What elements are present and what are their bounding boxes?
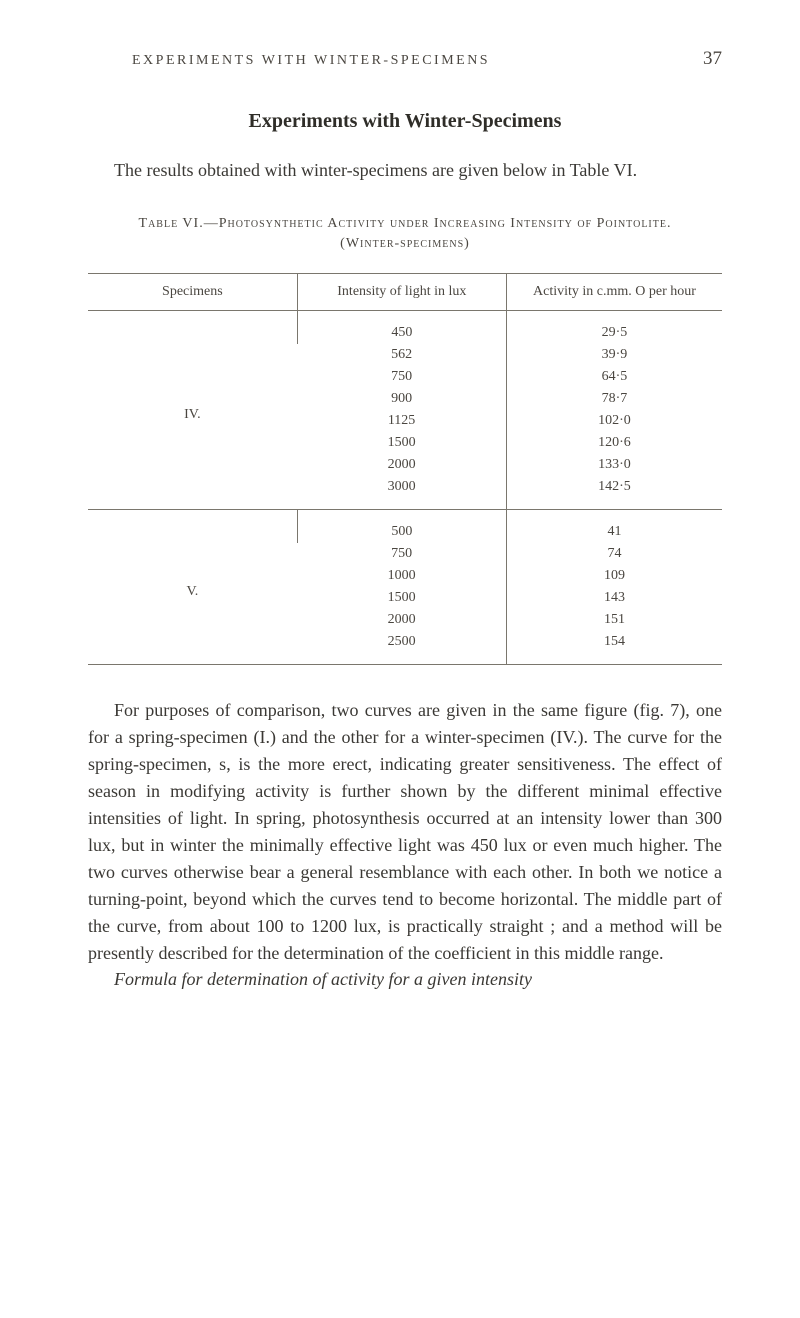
table-cell: 750 — [297, 543, 506, 565]
specimen-cell: IV. — [88, 310, 297, 509]
table-cell: 1500 — [297, 432, 506, 454]
page-number: 37 — [703, 48, 722, 70]
table-cell: 78·7 — [506, 388, 722, 410]
main-paragraph: For purposes of comparison, two curves a… — [88, 697, 722, 967]
table-cell: 29·5 — [506, 310, 722, 344]
table-cell: 64·5 — [506, 366, 722, 388]
table-caption: Table VI.—Photosynthetic Activity under … — [118, 214, 692, 255]
table-cell: 109 — [506, 565, 722, 587]
column-header-specimens: Specimens — [88, 273, 297, 310]
table-cell: 2000 — [297, 454, 506, 476]
table-cell: 450 — [297, 310, 506, 344]
table-cell: 562 — [297, 344, 506, 366]
table-cell: 1000 — [297, 565, 506, 587]
table-cell: 154 — [506, 631, 722, 665]
table-cell: 3000 — [297, 476, 506, 510]
table-cell: 2500 — [297, 631, 506, 665]
page-header: EXPERIMENTS WITH WINTER-SPECIMENS 37 — [88, 48, 722, 70]
specimen-cell: V. — [88, 509, 297, 664]
section-title: Experiments with Winter-Specimens — [88, 110, 722, 133]
table-cell: 120·6 — [506, 432, 722, 454]
table-group-v: V. 500 41 750 74 1000 109 1500 143 2000 … — [88, 509, 722, 664]
data-table: Specimens Intensity of light in lux Acti… — [88, 273, 722, 665]
table-cell: 900 — [297, 388, 506, 410]
table-group-iv: IV. 450 29·5 562 39·9 750 64·5 900 78·7 … — [88, 310, 722, 509]
table-row: V. 500 41 — [88, 509, 722, 543]
table-cell: 39·9 — [506, 344, 722, 366]
table-cell: 500 — [297, 509, 506, 543]
formula-line: Formula for determination of activity fo… — [88, 969, 722, 990]
table-cell: 750 — [297, 366, 506, 388]
column-header-intensity: Intensity of light in lux — [297, 273, 506, 310]
column-header-activity: Activity in c.mm. O per hour — [506, 273, 722, 310]
table-cell: 1500 — [297, 587, 506, 609]
table-cell: 2000 — [297, 609, 506, 631]
table-cell: 1125 — [297, 410, 506, 432]
table-cell: 102·0 — [506, 410, 722, 432]
table-cell: 151 — [506, 609, 722, 631]
table-cell: 74 — [506, 543, 722, 565]
running-head: EXPERIMENTS WITH WINTER-SPECIMENS — [132, 53, 490, 69]
table-cell: 133·0 — [506, 454, 722, 476]
table-cell: 143 — [506, 587, 722, 609]
table-wrapper: Specimens Intensity of light in lux Acti… — [88, 273, 722, 665]
table-cell: 142·5 — [506, 476, 722, 510]
intro-paragraph: The results obtained with winter-specime… — [88, 157, 722, 184]
table-cell: 41 — [506, 509, 722, 543]
table-row: IV. 450 29·5 — [88, 310, 722, 344]
